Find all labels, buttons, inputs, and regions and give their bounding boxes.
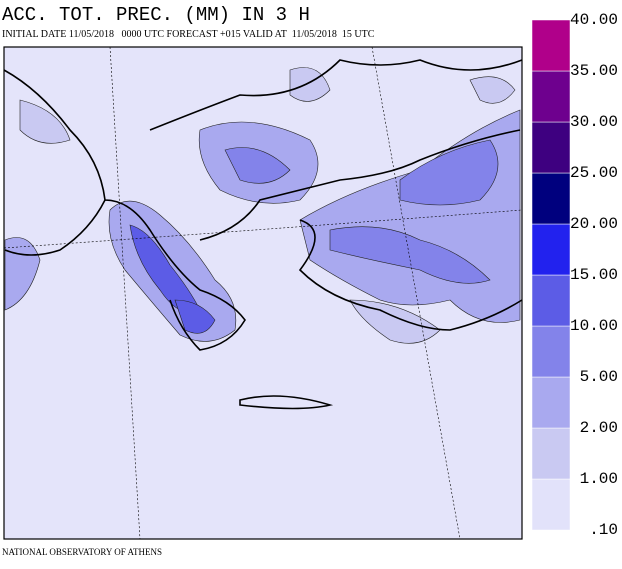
map xyxy=(3,46,523,540)
subtitle: INITIAL DATE 11/05/2018 0000 UTC FORECAS… xyxy=(2,29,375,40)
colorbar-label: 10.00 xyxy=(570,317,618,335)
colorbar-label: 5.00 xyxy=(580,368,618,386)
colorbar-band xyxy=(531,478,571,531)
colorbar-band xyxy=(531,121,571,174)
colorbar-label: 40.00 xyxy=(570,11,618,29)
title: ACC. TOT. PREC. (MM) IN 3 H xyxy=(2,4,310,26)
colorbar: .10 1.00 2.00 5.00 10.00 15.00 20.00 25.00 30.00… xyxy=(531,11,618,539)
footer: NATIONAL OBSERVATORY OF ATHENS xyxy=(2,547,162,557)
colorbar-label: 20.00 xyxy=(570,215,618,233)
colorbar-band xyxy=(531,172,571,225)
colorbar-band xyxy=(531,427,571,480)
colorbar-label: 25.00 xyxy=(570,164,618,182)
colorbar-band xyxy=(531,223,571,276)
colorbar-band xyxy=(531,19,571,72)
colorbar-label: 15.00 xyxy=(570,266,618,284)
colorbar-label: 1.00 xyxy=(580,470,618,488)
graticule xyxy=(3,46,523,540)
colorbar-band xyxy=(531,70,571,123)
colorbar-label: 2.00 xyxy=(580,419,618,437)
colorbar-band xyxy=(531,376,571,429)
colorbar-band xyxy=(531,325,571,378)
colorbar-label: .10 xyxy=(589,521,618,539)
colorbar-band xyxy=(531,274,571,327)
colorbar-label: 30.00 xyxy=(570,113,618,131)
coastline xyxy=(3,59,523,410)
colorbar-label: 35.00 xyxy=(570,62,618,80)
